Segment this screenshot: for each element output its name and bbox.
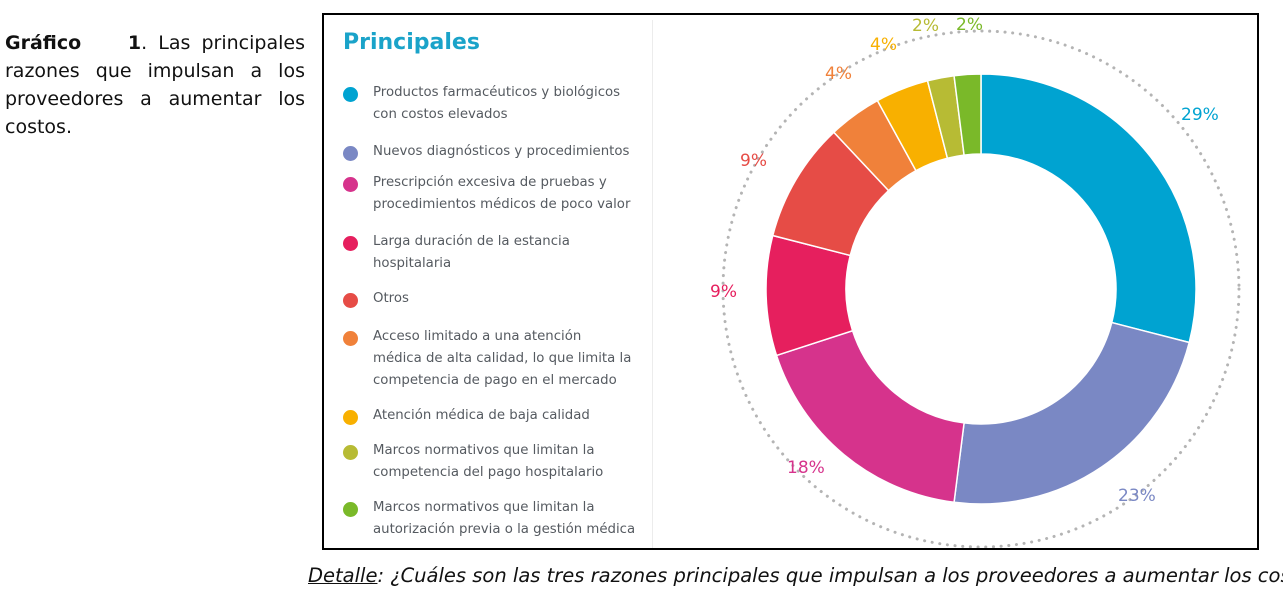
legend-label: Acceso limitado a una atención médica de …: [373, 326, 641, 392]
legend-item: Marcos normativos que limitan la autoriza…: [343, 497, 643, 541]
chart-frame: Principales Productos farmacéuticos y bi…: [322, 13, 1259, 550]
legend-swatch: [343, 236, 358, 251]
figure-caption: Gráfico 1. Las principales razones que i…: [5, 29, 305, 141]
legend-panel: Principales Productos farmacéuticos y bi…: [331, 20, 653, 548]
legend-label-line: Nuevos diagnósticos y procedimientos: [373, 144, 630, 159]
donut-slice: [953, 73, 982, 156]
legend-label-line: Marcos normativos que limitan la: [373, 443, 595, 458]
slice-value-label: 4%: [870, 35, 897, 55]
legend-label-line: Marcos normativos que limitan la: [373, 500, 595, 515]
legend-label: Atención médica de baja calidad: [373, 405, 641, 427]
legend-swatch: [343, 410, 358, 425]
legend-label-line: competencia del pago hospitalario: [373, 465, 604, 480]
legend-swatch: [343, 445, 358, 460]
legend-swatch: [343, 177, 358, 192]
legend-swatch: [343, 331, 358, 346]
legend-item: Nuevos diagnósticos y procedimientos: [343, 141, 643, 163]
slice-value-label: 9%: [710, 282, 737, 302]
slice-value-label: 9%: [740, 151, 767, 171]
legend-item: Otros: [343, 288, 643, 310]
legend-swatch: [343, 502, 358, 517]
legend-item: Larga duración de la estancia hospitalari…: [343, 231, 643, 275]
legend-label-line: autorización previa o la gestión médica: [373, 522, 636, 537]
donut-slice: [980, 73, 1197, 344]
legend-label-line: médica de alta calidad, lo que limita la: [373, 351, 632, 366]
legend-label-line: Prescripción excesiva de pruebas y: [373, 175, 607, 190]
legend-label: Marcos normativos que limitan la competen…: [373, 440, 641, 484]
legend-swatch: [343, 87, 358, 102]
caption-text: . Las principales razones que impulsan a…: [5, 32, 305, 138]
legend-swatch: [343, 293, 358, 308]
legend-label: Prescripción excesiva de pruebas y proced…: [373, 172, 641, 216]
caption-label: Gráfico 1: [5, 32, 142, 54]
legend-label: Larga duración de la estancia hospitalari…: [373, 231, 641, 275]
slice-value-label: 4%: [825, 64, 852, 84]
legend-item: Prescripción excesiva de pruebas y proced…: [343, 172, 643, 216]
legend-label: Productos farmacéuticos y biológicos con …: [373, 82, 641, 126]
legend-label: Marcos normativos que limitan la autoriza…: [373, 497, 641, 541]
legend-item: Productos farmacéuticos y biológicos con …: [343, 82, 643, 126]
legend-label-line: Otros: [373, 291, 409, 306]
legend-swatch: [343, 146, 358, 161]
legend-title: Principales: [343, 30, 480, 55]
donut-chart: 29% 23% 18% 9% 9% 4% 4% 2% 2%: [710, 15, 1241, 548]
slice-value-label: 23%: [1118, 486, 1156, 506]
legend-label: Otros: [373, 288, 641, 310]
legend-label-line: hospitalaria: [373, 256, 452, 271]
legend-label-line: Acceso limitado a una atención: [373, 329, 582, 344]
slice-value-label: 18%: [787, 458, 825, 478]
legend-label-line: con costos elevados: [373, 107, 508, 122]
legend-label-line: competencia de pago en el mercado: [373, 373, 617, 388]
legend-label-line: Productos farmacéuticos y biológicos: [373, 85, 621, 100]
legend-label-line: Atención médica de baja calidad: [373, 408, 590, 423]
detail-label: Detalle: [308, 564, 378, 587]
donut-slice: [953, 321, 1191, 505]
legend-label: Nuevos diagnósticos y procedimientos: [373, 141, 641, 163]
legend-item: Acceso limitado a una atención médica de …: [343, 326, 643, 392]
slice-value-label: 2%: [956, 15, 983, 35]
dotted-outer-ring: [721, 29, 1241, 548]
slice-value-label: 2%: [912, 16, 939, 36]
legend-label-line: procedimientos médicos de poco valor: [373, 197, 631, 212]
legend-item: Marcos normativos que limitan la competen…: [343, 440, 643, 484]
detail-question: Detalle: ¿Cuáles son las tres razones pr…: [308, 564, 1283, 587]
slice-value-label: 29%: [1181, 105, 1219, 125]
legend-item: Atención médica de baja calidad: [343, 405, 643, 427]
detail-text: : ¿Cuáles son las tres razones principal…: [377, 564, 1283, 587]
legend-label-line: Larga duración de la estancia: [373, 234, 570, 249]
